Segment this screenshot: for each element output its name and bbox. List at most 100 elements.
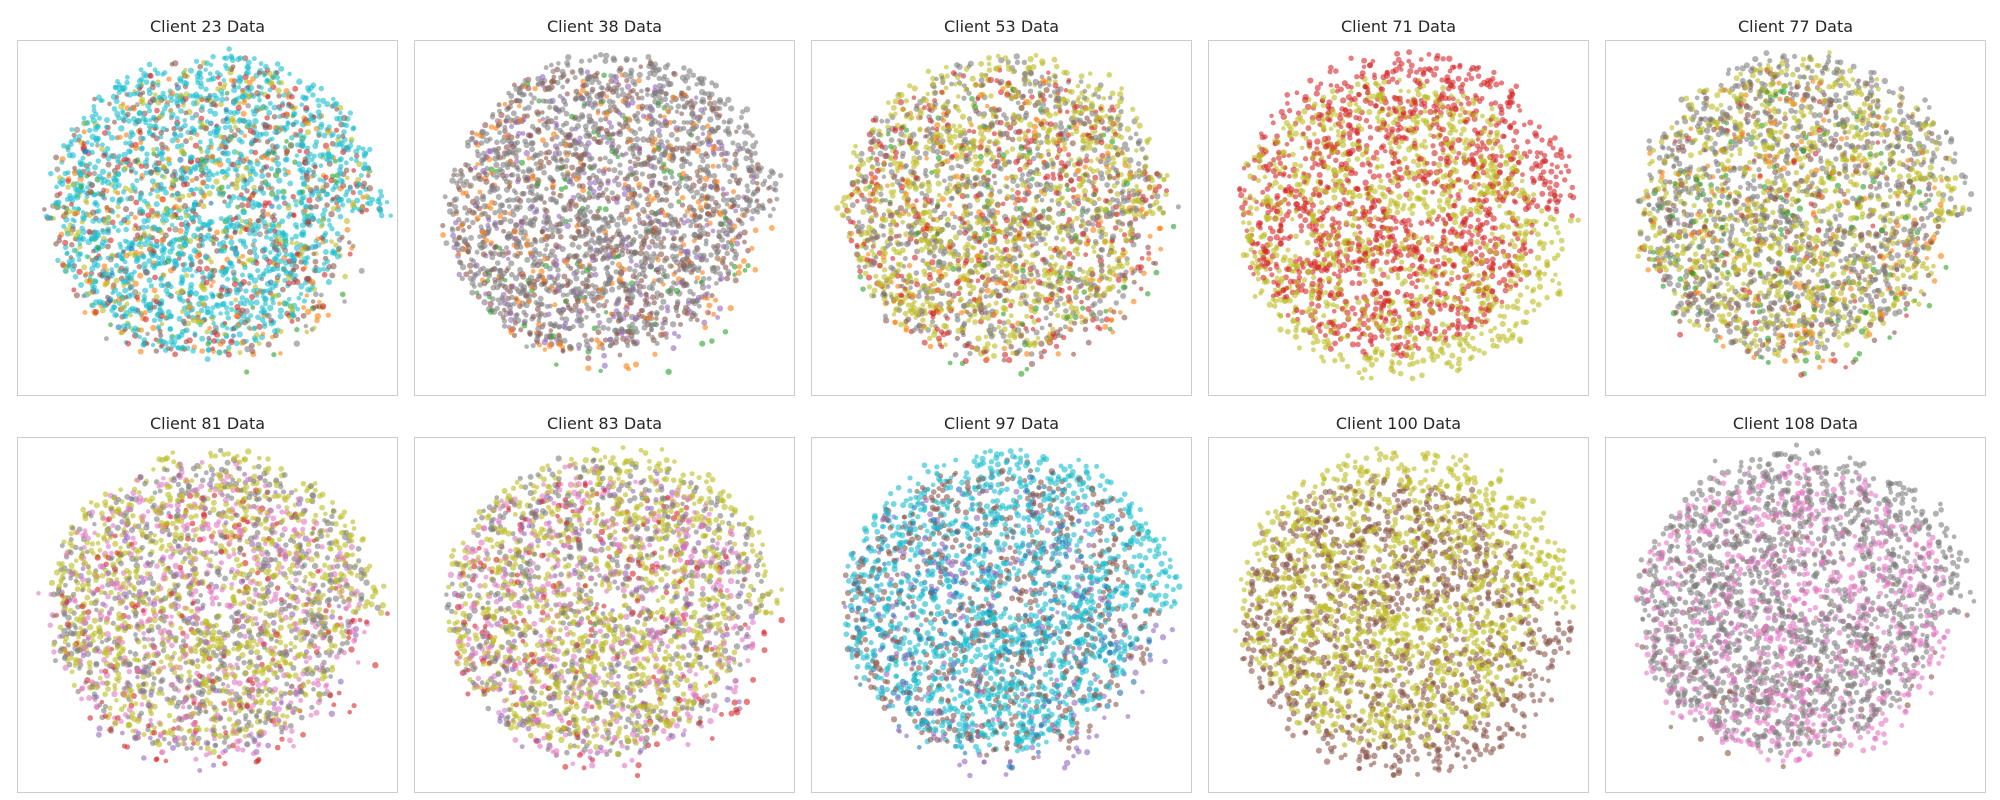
scatter-point [241, 196, 246, 201]
scatter-point [584, 342, 591, 349]
scatter-point [706, 284, 712, 290]
scatter-point [251, 238, 258, 244]
scatter-point [155, 194, 161, 200]
scatter-point [732, 277, 739, 284]
scatter-point [743, 122, 749, 129]
scatter-point [648, 321, 655, 329]
scatter-point [568, 207, 573, 212]
scatter-point [610, 99, 616, 105]
scatter-point [158, 254, 166, 262]
scatter-point [536, 81, 542, 87]
scatter-point [579, 165, 586, 172]
scatter-point [655, 269, 661, 275]
scatter-point [514, 286, 520, 292]
scatter-point [237, 350, 243, 356]
scatter-point [681, 120, 687, 125]
scatter-point [640, 206, 647, 214]
scatter-point [609, 190, 615, 196]
scatter-point [577, 233, 584, 239]
scatter-point [616, 254, 621, 259]
scatter-point [204, 356, 211, 363]
scatter-point [586, 291, 592, 297]
scatter-point [645, 137, 652, 144]
scatter-point [250, 305, 256, 310]
scatter-point [715, 139, 721, 145]
scatter-point [537, 295, 544, 302]
scatter-point [94, 202, 100, 208]
scatter-point [167, 248, 174, 255]
scatter-point [541, 169, 548, 176]
scatter-point [145, 224, 150, 230]
scatter-point [133, 199, 140, 206]
scatter-point [149, 96, 157, 103]
scatter-point [661, 244, 667, 250]
scatter-point [206, 273, 213, 280]
scatter-point [287, 71, 292, 77]
scatter-point [774, 196, 780, 202]
scatter-point [123, 226, 129, 233]
scatter-point [318, 292, 324, 298]
scatter-point [336, 157, 343, 163]
scatter-point [204, 148, 211, 155]
scatter-point [224, 150, 231, 157]
scatter-point [353, 158, 359, 164]
scatter-point [767, 174, 772, 180]
scatter-point [329, 226, 335, 232]
scatter-point [587, 185, 593, 191]
scatter-point [167, 257, 173, 263]
scatter-point [573, 146, 579, 152]
scatter-point [142, 310, 148, 316]
scatter-point [677, 321, 684, 327]
scatter-point [659, 325, 665, 331]
scatter-point [149, 187, 155, 193]
scatter-point [750, 179, 756, 185]
scatter-point [186, 304, 193, 311]
scatter-point [254, 89, 261, 97]
scatter-point [289, 236, 295, 242]
scatter-point [233, 287, 239, 293]
scatter-point [633, 325, 639, 331]
scatter-point [598, 295, 604, 301]
scatter-point [156, 150, 163, 157]
scatter-point [339, 291, 346, 298]
scatter-point [548, 328, 554, 333]
scatter-point [73, 292, 80, 299]
scatter-point [551, 190, 556, 196]
scatter-point [527, 250, 533, 256]
scatter-point [608, 343, 614, 349]
scatter-point [565, 277, 571, 284]
scatter-point [312, 258, 319, 265]
scatter-point [590, 125, 596, 131]
scatter-point [595, 192, 602, 199]
scatter-point [536, 195, 542, 201]
scatter-point [263, 288, 268, 294]
scatter-point [580, 187, 587, 194]
scatter-point [197, 63, 204, 70]
scatter-point [147, 73, 154, 79]
scatter-point [520, 273, 527, 280]
scatter-point [681, 220, 687, 226]
scatter-point [513, 275, 520, 282]
scatter-point [63, 216, 70, 223]
scatter-point [87, 127, 93, 134]
scatter-point [605, 280, 612, 287]
scatter-point [274, 143, 281, 150]
scatter-point [595, 139, 602, 145]
scatter-point [613, 335, 620, 342]
scatter-point [676, 199, 682, 205]
scatter-point [729, 243, 735, 248]
scatter-point [658, 331, 665, 339]
scatter-point [596, 168, 603, 174]
scatter-point [228, 300, 234, 306]
scatter-point [298, 199, 304, 206]
scatter-point [115, 79, 120, 84]
scatter-point [262, 301, 268, 307]
scatter-point [535, 166, 541, 172]
scatter-point [128, 276, 134, 282]
scatter-point [199, 104, 205, 110]
scatter-point [53, 154, 60, 161]
scatter-point [276, 272, 282, 278]
scatter-point [363, 193, 370, 200]
scatter-point [235, 172, 240, 178]
scatter-point [87, 274, 93, 280]
